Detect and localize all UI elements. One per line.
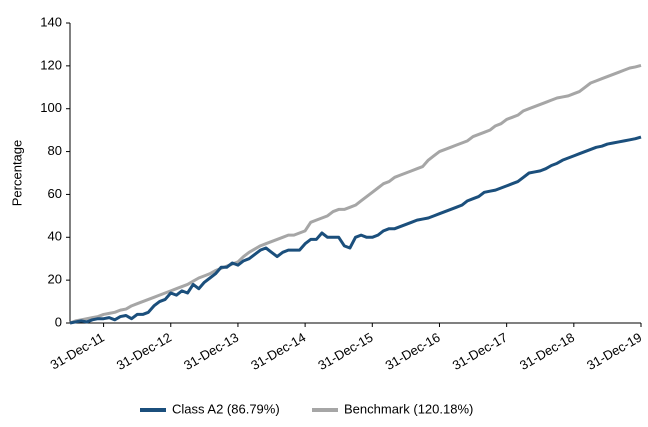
y-tick-label: 0	[55, 314, 62, 329]
legend-label: Benchmark (120.18%)	[344, 401, 473, 416]
y-axis-label: Percentage	[9, 140, 24, 207]
series-line	[69, 64, 642, 325]
legend-label: Class A2 (86.79%)	[172, 401, 280, 416]
x-tick-label: 31-Dec-15	[315, 330, 375, 373]
x-tick-label: 31-Dec-18	[517, 330, 577, 373]
y-tick-label: 100	[40, 100, 62, 115]
series-line	[69, 135, 642, 325]
y-tick-label: 40	[48, 229, 62, 244]
x-tick-label: 31-Dec-11	[48, 330, 107, 373]
x-tick-label: 31-Dec-12	[114, 330, 174, 373]
y-tick-label: 120	[40, 57, 62, 72]
y-tick-label: 80	[48, 143, 62, 158]
x-tick-label: 31-Dec-14	[248, 330, 308, 373]
y-tick-label: 140	[40, 14, 62, 29]
x-tick-label: 31-Dec-19	[584, 330, 644, 373]
x-tick-label: 31-Dec-17	[450, 330, 510, 373]
y-tick-label: 60	[48, 186, 62, 201]
y-tick-label: 20	[48, 272, 62, 287]
x-tick-label: 31-Dec-16	[383, 330, 443, 373]
x-tick-label: 31-Dec-13	[181, 330, 241, 373]
